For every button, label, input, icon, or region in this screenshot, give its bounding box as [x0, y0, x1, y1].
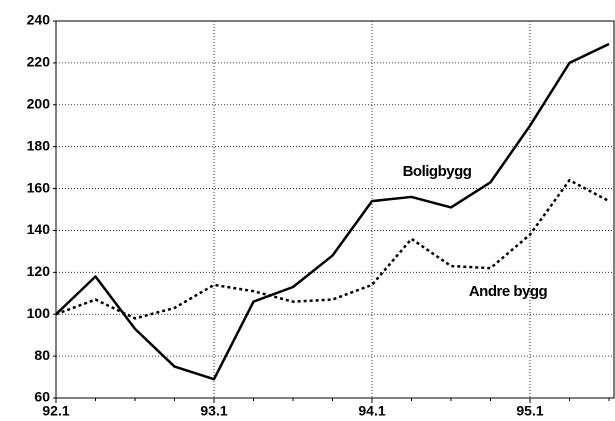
series-line: [55, 178, 610, 320]
y-tick-label: 220: [27, 54, 51, 70]
x-tick-label: 92.1: [42, 403, 69, 419]
y-tick-label: 160: [27, 179, 51, 195]
plot-frame: [55, 20, 615, 399]
y-tick-label: 120: [27, 263, 51, 279]
x-tick-label: 94.1: [358, 403, 385, 419]
x-tick-label: 93.1: [200, 403, 227, 419]
series-label: Boligbygg: [403, 163, 472, 180]
series-label: Andre bygg: [469, 283, 548, 300]
y-tick-label: 200: [27, 95, 51, 111]
series-line: [55, 42, 610, 381]
y-tick-label: 100: [27, 305, 51, 321]
y-tick-label: 60: [34, 389, 50, 405]
x-tick-label: 95.1: [516, 403, 543, 419]
y-tick-label: 180: [27, 137, 51, 153]
y-tick-label: 140: [27, 221, 51, 237]
y-tick-label: 240: [27, 12, 51, 28]
y-tick-label: 80: [34, 347, 50, 363]
